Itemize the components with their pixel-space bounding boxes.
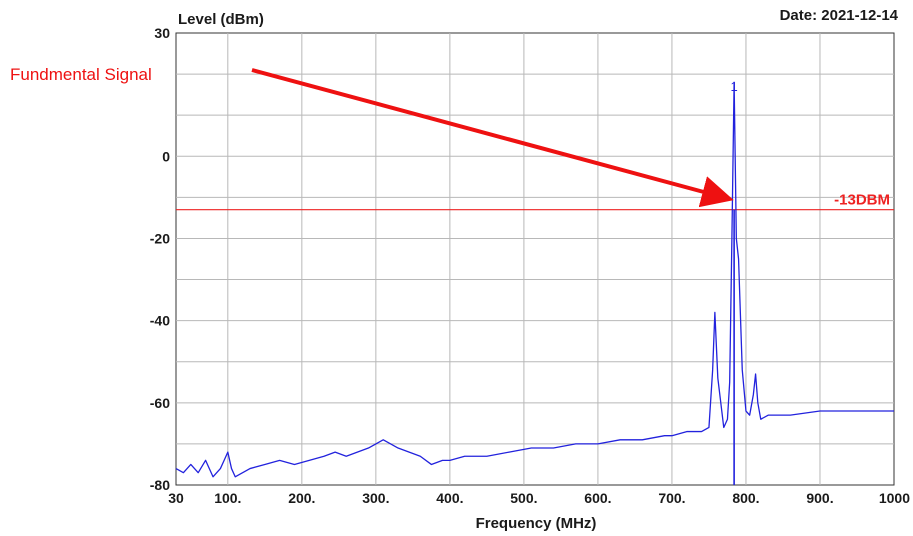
grid-lines (176, 33, 894, 485)
limit-line-label: -13DBM (834, 192, 890, 209)
x-tick-label: 500. (510, 490, 537, 506)
x-tick-label: 400. (436, 490, 463, 506)
x-tick-label: 1000 (879, 490, 910, 506)
y-axis-title: Level (dBm) (178, 11, 264, 28)
x-tick-label: 100. (214, 490, 241, 506)
y-tick-label: -20 (150, 230, 170, 246)
x-tick-label: 300. (362, 490, 389, 506)
y-tick-label: -80 (150, 477, 170, 493)
spectrum-trace (175, 81, 894, 478)
plot-area (175, 32, 895, 486)
x-tick-label: 600. (584, 490, 611, 506)
x-tick-label: 200. (288, 490, 315, 506)
x-tick-label: 30 (168, 490, 184, 506)
x-tick-labels: 30 100. 200. 300. 400. 500. 600. 700. 800. 900. 10… (168, 490, 910, 506)
y-tick-label: 30 (154, 25, 170, 41)
y-tick-labels: 30 0 -20 -40 -60 -80 (150, 25, 170, 493)
date-label: Date: 2021-12-14 (780, 7, 899, 24)
x-tick-label: 800. (732, 490, 759, 506)
x-axis-title: Frequency (MHz) (476, 515, 597, 532)
y-tick-label: -40 (150, 313, 170, 329)
x-tick-label: 700. (658, 490, 685, 506)
marker-1-label: 1 (730, 79, 737, 94)
annotation-fundamental-signal: Fundmental Signal (10, 65, 152, 84)
y-tick-label: -60 (150, 395, 170, 411)
y-tick-label: 0 (162, 148, 170, 164)
x-tick-label: 900. (806, 490, 833, 506)
annotation-arrow (251, 68, 734, 208)
